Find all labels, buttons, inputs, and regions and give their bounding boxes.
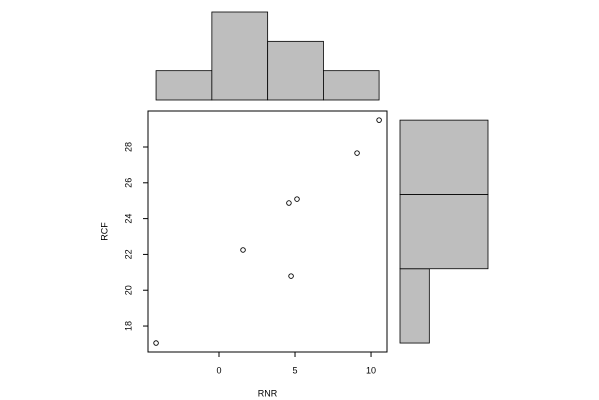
point bbox=[286, 200, 292, 206]
point bbox=[288, 273, 294, 279]
histogram-bar bbox=[399, 194, 489, 270]
x-tick-label: 10 bbox=[366, 365, 376, 375]
y-tick-label: 24 bbox=[123, 214, 133, 224]
histogram-bar bbox=[211, 11, 269, 101]
point bbox=[294, 196, 300, 202]
histogram-bar bbox=[155, 70, 213, 101]
histogram-bar bbox=[323, 70, 380, 101]
histogram-bar bbox=[399, 268, 430, 344]
x-axis-label: RNR bbox=[258, 388, 278, 398]
point bbox=[153, 340, 159, 346]
point bbox=[240, 247, 246, 253]
y-tick-label: 28 bbox=[123, 142, 133, 152]
x-tick-label: 0 bbox=[216, 365, 221, 375]
point bbox=[376, 117, 382, 123]
histogram-bar bbox=[267, 40, 324, 101]
y-tick-label: 22 bbox=[123, 249, 133, 259]
histogram-bar bbox=[399, 119, 489, 195]
plot-frame bbox=[147, 110, 388, 353]
point bbox=[354, 150, 360, 156]
y-tick-label: 18 bbox=[123, 321, 133, 331]
y-axis-label: RCF bbox=[99, 222, 109, 241]
x-tick-label: 5 bbox=[293, 365, 298, 375]
y-tick-label: 20 bbox=[123, 285, 133, 295]
y-tick-label: 26 bbox=[123, 178, 133, 188]
